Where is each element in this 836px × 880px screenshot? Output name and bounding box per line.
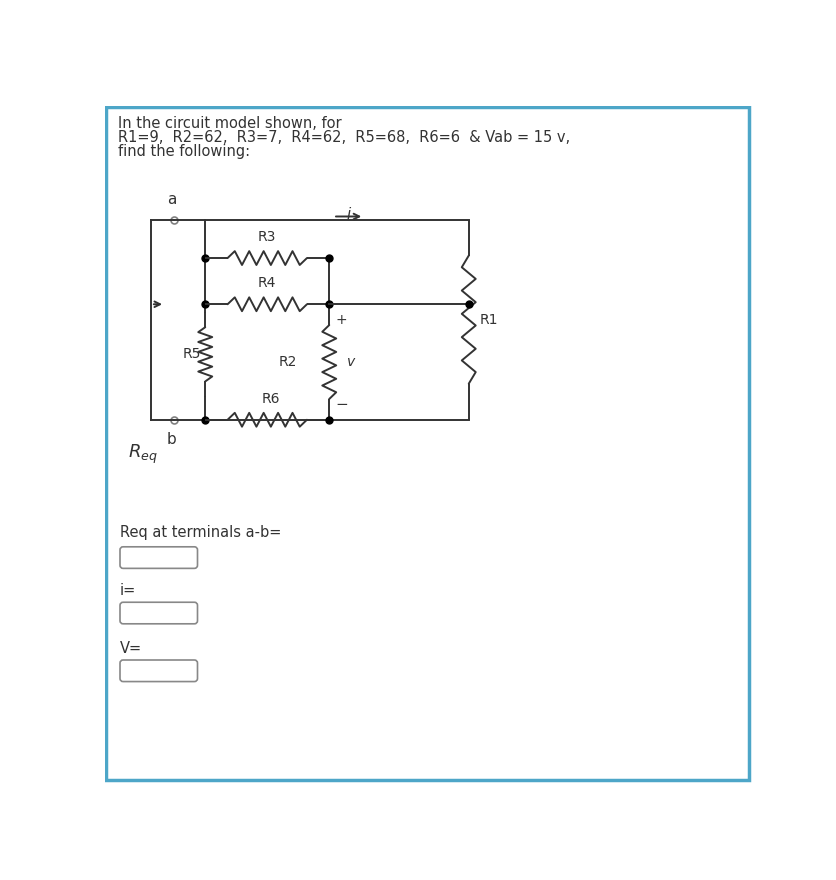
Text: V=: V=	[120, 641, 142, 656]
Text: R3: R3	[258, 230, 277, 244]
Text: a: a	[167, 192, 176, 207]
Text: R5: R5	[182, 348, 201, 362]
FancyBboxPatch shape	[120, 602, 197, 624]
Text: $R_{eq}$: $R_{eq}$	[128, 443, 157, 466]
Text: R2: R2	[278, 355, 297, 369]
FancyBboxPatch shape	[120, 546, 197, 568]
Text: R4: R4	[258, 276, 277, 290]
Text: R1=9,  R2=62,  R3=7,  R4=62,  R5=68,  R6=6  & Vab = 15 v,: R1=9, R2=62, R3=7, R4=62, R5=68, R6=6 & …	[119, 130, 571, 145]
Text: R6: R6	[262, 392, 280, 406]
Text: In the circuit model shown, for: In the circuit model shown, for	[119, 116, 342, 131]
Text: find the following:: find the following:	[119, 144, 251, 159]
Text: $i$: $i$	[345, 206, 352, 222]
Text: Req at terminals a-b=: Req at terminals a-b=	[120, 525, 282, 540]
Text: b: b	[167, 432, 176, 447]
FancyBboxPatch shape	[120, 660, 197, 682]
Text: −: −	[335, 397, 349, 412]
Text: i=: i=	[120, 583, 136, 598]
Text: +: +	[335, 312, 347, 326]
Text: R1: R1	[480, 312, 498, 326]
Text: $v$: $v$	[346, 355, 357, 369]
